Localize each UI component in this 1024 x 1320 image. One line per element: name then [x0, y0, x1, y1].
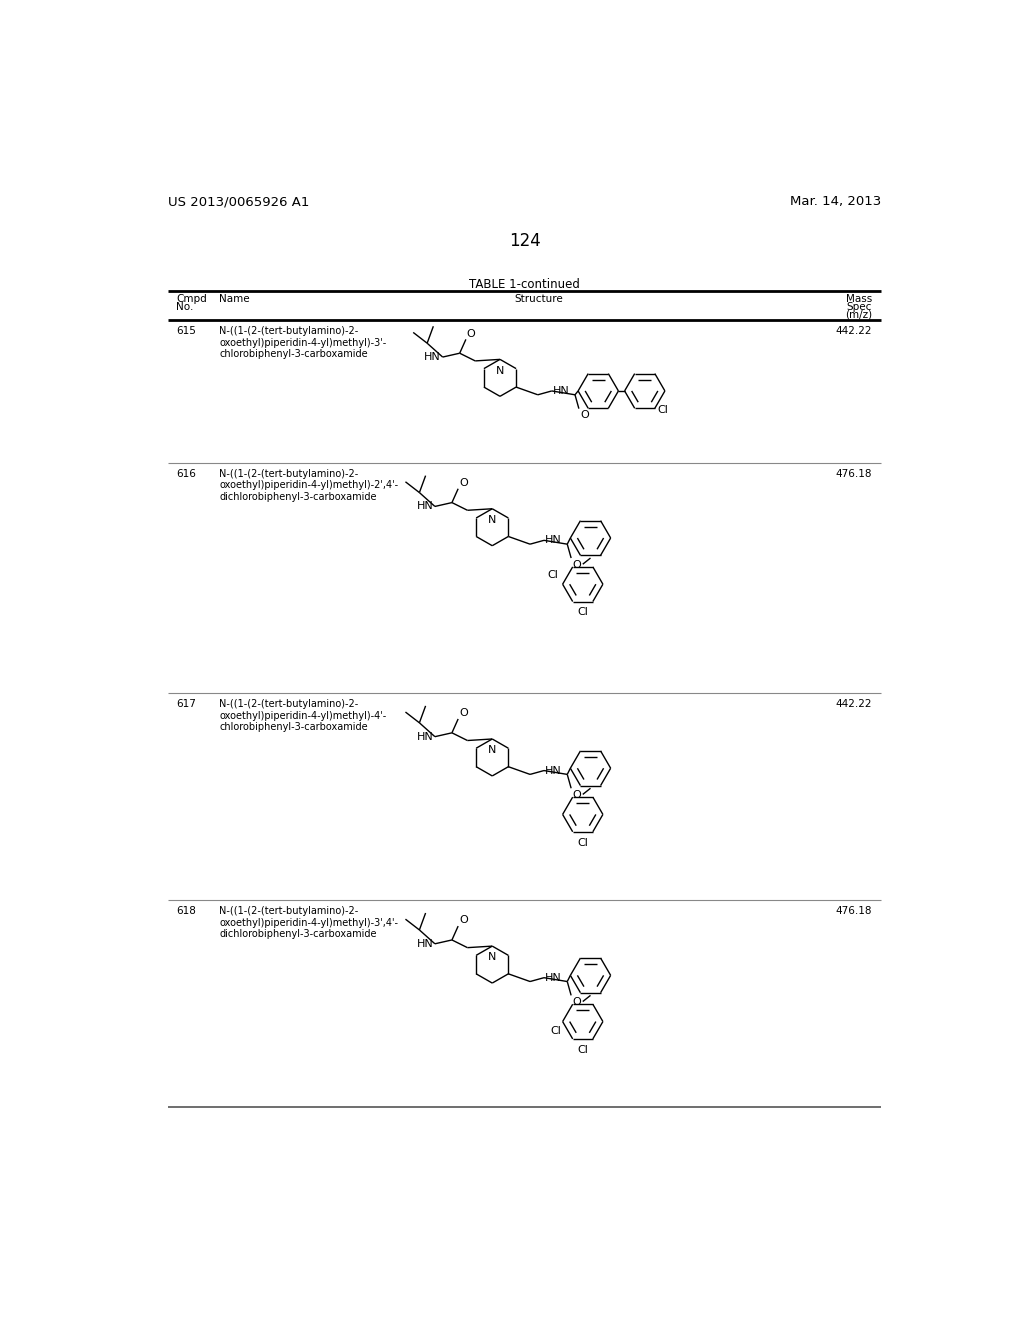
Text: Structure: Structure [514, 294, 563, 304]
Text: HN: HN [424, 352, 441, 362]
Text: O: O [460, 478, 468, 488]
Text: HN: HN [545, 536, 561, 545]
Text: 442.22: 442.22 [836, 700, 872, 709]
Text: HN: HN [417, 731, 433, 742]
Text: 615: 615 [176, 326, 196, 337]
Text: 618: 618 [176, 906, 196, 916]
Text: Cl: Cl [657, 405, 668, 414]
Text: Cl: Cl [578, 1044, 588, 1055]
Text: Name: Name [219, 294, 250, 304]
Text: HN: HN [417, 502, 433, 511]
Text: Cl: Cl [578, 607, 588, 618]
Text: O: O [572, 997, 582, 1007]
Text: 617: 617 [176, 700, 196, 709]
Text: TABLE 1-continued: TABLE 1-continued [469, 277, 581, 290]
Text: Cl: Cl [548, 570, 559, 579]
Text: O: O [467, 329, 475, 339]
Text: N-((1-(2-(tert-butylamino)-2-
oxoethyl)piperidin-4-yl)methyl)-3'-
chlorobiphenyl: N-((1-(2-(tert-butylamino)-2- oxoethyl)p… [219, 326, 387, 359]
Text: Mar. 14, 2013: Mar. 14, 2013 [791, 195, 882, 209]
Text: Mass: Mass [846, 294, 872, 304]
Text: HN: HN [417, 939, 433, 949]
Text: N: N [488, 952, 497, 962]
Text: Cl: Cl [550, 1026, 561, 1036]
Text: Spec: Spec [847, 302, 872, 312]
Text: 476.18: 476.18 [836, 469, 872, 479]
Text: N-((1-(2-(tert-butylamino)-2-
oxoethyl)piperidin-4-yl)methyl)-4'-
chlorobiphenyl: N-((1-(2-(tert-butylamino)-2- oxoethyl)p… [219, 700, 387, 733]
Text: HN: HN [553, 385, 569, 396]
Text: O: O [460, 915, 468, 925]
Text: 616: 616 [176, 469, 196, 479]
Text: 476.18: 476.18 [836, 906, 872, 916]
Text: US 2013/0065926 A1: US 2013/0065926 A1 [168, 195, 309, 209]
Text: O: O [572, 560, 582, 569]
Text: Cl: Cl [578, 838, 588, 847]
Text: O: O [460, 709, 468, 718]
Text: N: N [488, 744, 497, 755]
Text: N: N [488, 515, 497, 525]
Text: 124: 124 [509, 231, 541, 249]
Text: 442.22: 442.22 [836, 326, 872, 337]
Text: (m/z): (m/z) [845, 309, 872, 319]
Text: N-((1-(2-(tert-butylamino)-2-
oxoethyl)piperidin-4-yl)methyl)-2',4'-
dichlorobip: N-((1-(2-(tert-butylamino)-2- oxoethyl)p… [219, 469, 398, 502]
Text: N-((1-(2-(tert-butylamino)-2-
oxoethyl)piperidin-4-yl)methyl)-3',4'-
dichlorobip: N-((1-(2-(tert-butylamino)-2- oxoethyl)p… [219, 906, 398, 940]
Text: HN: HN [545, 766, 561, 776]
Text: O: O [572, 789, 582, 800]
Text: N: N [496, 366, 504, 375]
Text: O: O [581, 411, 589, 420]
Text: No.: No. [176, 302, 194, 312]
Text: Cmpd: Cmpd [176, 294, 207, 304]
Text: HN: HN [545, 973, 561, 982]
